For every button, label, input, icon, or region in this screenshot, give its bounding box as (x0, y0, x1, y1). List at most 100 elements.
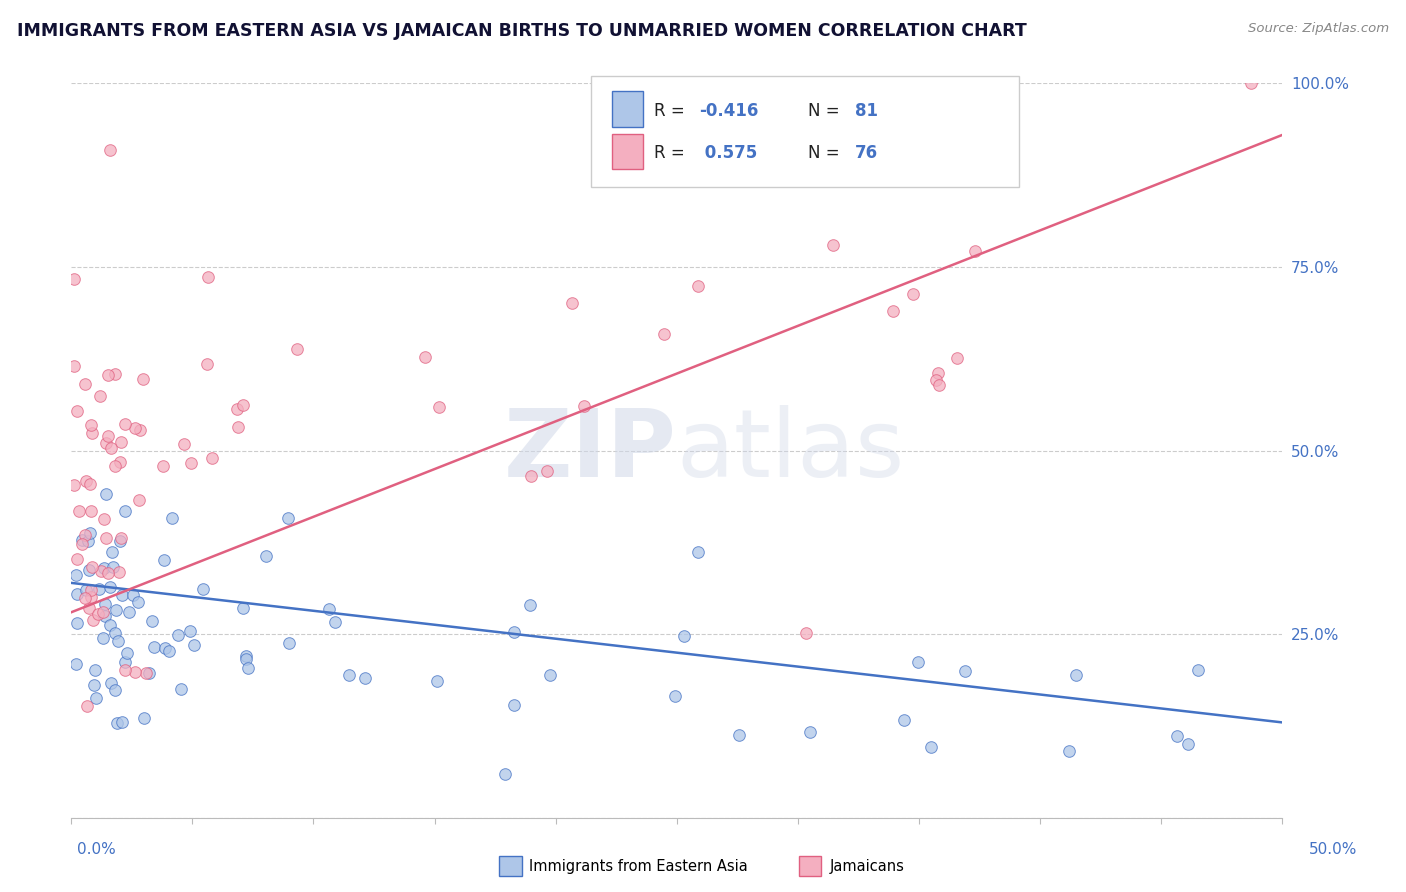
Point (799, 724, 821, 739)
Point (318, 602, 340, 616)
Point (96, 531, 118, 545)
Point (110, 533, 132, 548)
Point (80, 503, 103, 517)
Point (79, 526, 101, 541)
Point (538, 668, 561, 682)
Point (688, 545, 710, 559)
Point (142, 640, 165, 654)
Text: 76: 76 (855, 145, 877, 162)
Point (160, 511, 183, 525)
Point (104, 603, 127, 617)
Point (94, 597, 117, 611)
Point (134, 711, 156, 725)
Point (1240, 77, 1263, 91)
Point (920, 740, 942, 755)
Point (152, 459, 174, 474)
Point (105, 715, 128, 730)
Point (90, 565, 112, 579)
Point (945, 351, 967, 365)
Text: ZIP: ZIP (503, 405, 676, 497)
Point (98, 144, 121, 158)
Point (91, 605, 114, 619)
Text: N =: N = (808, 145, 845, 162)
Text: 50.0%: 50.0% (1309, 842, 1357, 856)
Point (75, 376, 97, 391)
Point (100, 545, 122, 559)
Text: Immigrants from Eastern Asia: Immigrants from Eastern Asia (529, 859, 748, 873)
Point (89, 388, 111, 402)
Point (66, 404, 89, 418)
Point (104, 626, 127, 640)
Point (96, 435, 118, 450)
Point (94, 487, 117, 501)
Point (107, 634, 129, 648)
Point (80, 417, 103, 432)
Point (503, 624, 526, 639)
Point (100, 676, 122, 690)
Point (110, 714, 132, 729)
Point (277, 511, 299, 525)
Point (413, 350, 436, 364)
Point (138, 666, 160, 681)
Point (928, 378, 950, 392)
Point (66, 587, 89, 601)
Point (83, 663, 105, 677)
Text: R =: R = (654, 102, 690, 120)
Point (66, 616, 89, 631)
Text: 0.0%: 0.0% (77, 842, 117, 856)
Point (104, 458, 127, 473)
Point (183, 638, 205, 652)
Point (93, 512, 115, 526)
Point (925, 373, 948, 387)
Point (686, 278, 709, 293)
Point (180, 456, 202, 470)
Point (62, 359, 84, 374)
Text: -0.416: -0.416 (699, 102, 758, 120)
Point (80, 590, 103, 604)
Point (108, 455, 131, 469)
Point (63, 478, 86, 492)
Point (907, 655, 929, 669)
Point (893, 713, 915, 727)
Text: R =: R = (654, 145, 690, 162)
Point (65, 568, 87, 582)
Point (75, 475, 97, 489)
Point (353, 671, 375, 685)
Point (110, 531, 132, 545)
Point (127, 595, 149, 609)
Point (796, 626, 818, 640)
Point (97, 566, 120, 580)
Text: Source: ZipAtlas.com: Source: ZipAtlas.com (1249, 22, 1389, 36)
Point (285, 342, 308, 356)
Point (337, 668, 360, 682)
Point (135, 666, 157, 681)
Point (65, 657, 87, 671)
Point (84, 691, 107, 706)
Point (494, 767, 516, 781)
Point (132, 372, 155, 386)
Point (520, 468, 543, 483)
Point (73, 591, 96, 606)
Point (124, 421, 146, 435)
Point (1187, 663, 1209, 677)
Point (97, 428, 120, 442)
Point (821, 238, 844, 252)
Point (254, 549, 277, 564)
Point (79, 601, 101, 615)
Point (83, 678, 105, 692)
Point (79, 476, 101, 491)
Point (426, 674, 449, 689)
Point (117, 646, 139, 660)
Point (1166, 730, 1188, 744)
Point (152, 553, 174, 567)
Point (75, 528, 97, 542)
Text: 0.575: 0.575 (699, 145, 756, 162)
Point (62, 271, 84, 285)
Text: IMMIGRANTS FROM EASTERN ASIA VS JAMAICAN BIRTHS TO UNMARRIED WOMEN CORRELATION C: IMMIGRANTS FROM EASTERN ASIA VS JAMAICAN… (17, 22, 1026, 40)
Point (201, 450, 224, 465)
Point (664, 689, 686, 703)
Text: atlas: atlas (676, 405, 905, 497)
Point (427, 401, 450, 415)
Point (574, 399, 596, 413)
Point (94, 608, 117, 623)
